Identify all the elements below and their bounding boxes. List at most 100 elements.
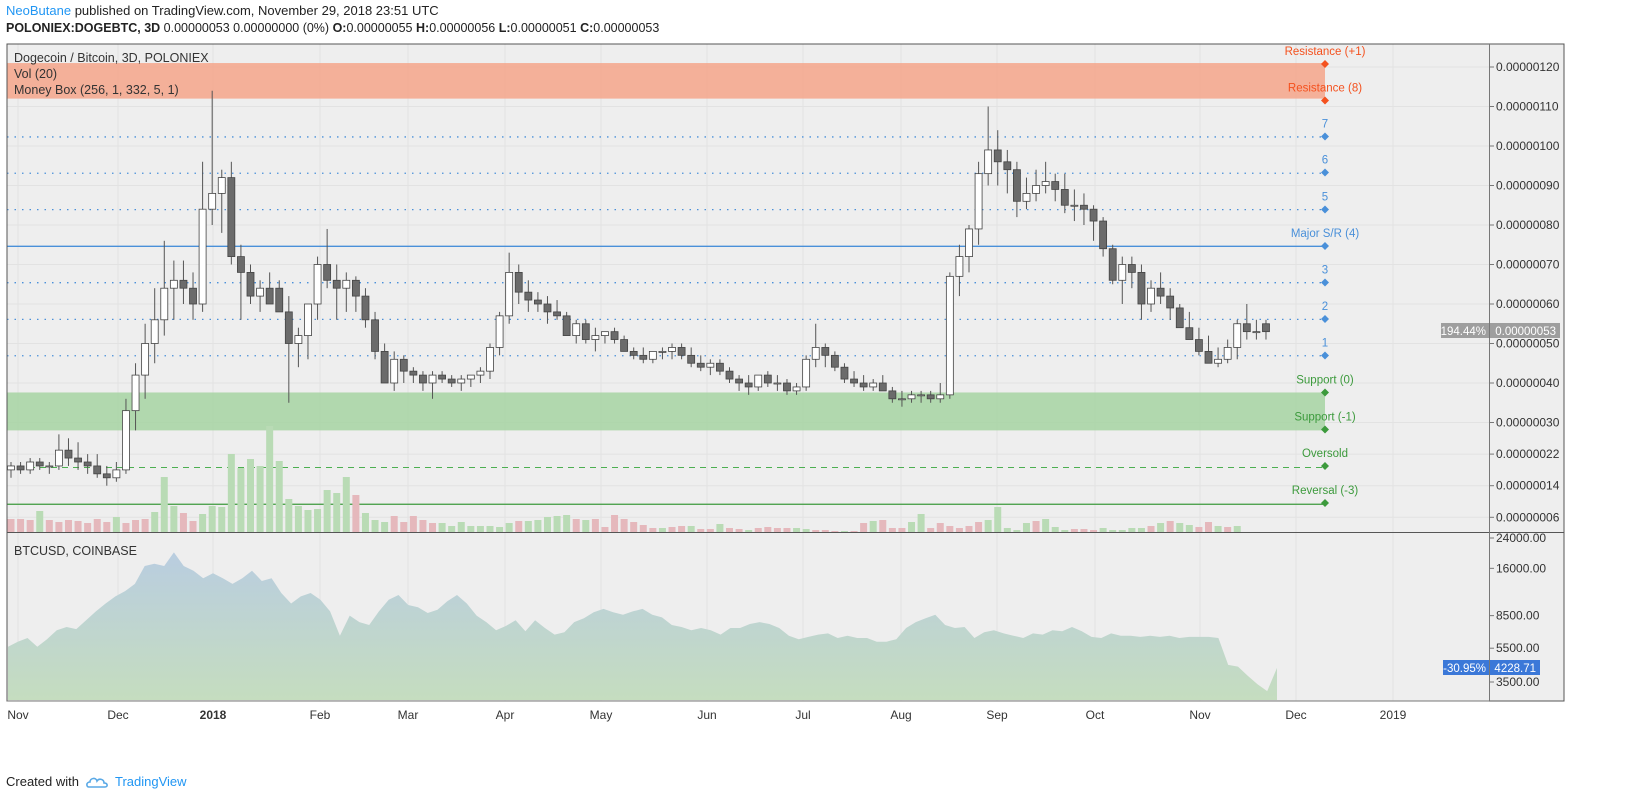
candle[interactable]: [591, 327, 600, 352]
candle[interactable]: [601, 331, 609, 344]
candle[interactable]: [399, 355, 408, 383]
candle[interactable]: [658, 347, 667, 360]
candle[interactable]: [64, 438, 73, 466]
candle[interactable]: [1262, 319, 1270, 340]
candle[interactable]: [543, 296, 552, 324]
candles[interactable]: [7, 90, 1270, 486]
candle[interactable]: [1233, 319, 1242, 360]
candle[interactable]: [1118, 256, 1127, 304]
candle[interactable]: [16, 462, 25, 474]
candle[interactable]: [1156, 272, 1165, 304]
candle[interactable]: [1041, 161, 1050, 194]
candle[interactable]: [716, 359, 724, 376]
candle[interactable]: [648, 350, 657, 364]
candle[interactable]: [93, 454, 102, 478]
candle[interactable]: [898, 390, 906, 407]
candle[interactable]: [265, 272, 274, 305]
price-axis[interactable]: 0.00000120 0.00000110 0.00000100 0.00000090…: [1489, 60, 1560, 524]
candle[interactable]: [1185, 311, 1194, 340]
candle[interactable]: [323, 228, 332, 289]
candle[interactable]: [284, 296, 293, 403]
candle[interactable]: [198, 161, 207, 312]
candle[interactable]: [1252, 319, 1261, 340]
candle[interactable]: [687, 347, 696, 368]
candle[interactable]: [677, 343, 686, 360]
candle[interactable]: [1223, 339, 1232, 364]
candle[interactable]: [629, 347, 638, 360]
candle[interactable]: [668, 343, 676, 360]
candle[interactable]: [131, 363, 140, 431]
candle[interactable]: [246, 264, 255, 305]
candle[interactable]: [792, 383, 801, 395]
candle[interactable]: [351, 276, 360, 312]
candle[interactable]: [926, 390, 935, 403]
candle[interactable]: [783, 379, 791, 395]
candle[interactable]: [55, 434, 63, 470]
candle[interactable]: [457, 375, 466, 391]
candle[interactable]: [313, 256, 322, 320]
candle[interactable]: [74, 442, 82, 470]
candle[interactable]: [361, 288, 370, 328]
candle[interactable]: [1195, 327, 1203, 356]
candle[interactable]: [150, 288, 159, 364]
candle[interactable]: [830, 351, 839, 372]
candle[interactable]: [189, 272, 197, 320]
candle[interactable]: [466, 374, 475, 387]
candle[interactable]: [1080, 193, 1088, 225]
candle[interactable]: [1108, 244, 1117, 285]
candle[interactable]: [409, 367, 418, 383]
candle[interactable]: [639, 347, 648, 364]
candle[interactable]: [1022, 177, 1031, 210]
candle[interactable]: [1127, 256, 1136, 289]
candle[interactable]: [102, 465, 111, 486]
candle[interactable]: [811, 323, 820, 368]
candle[interactable]: [380, 343, 389, 384]
candle[interactable]: [1147, 280, 1155, 312]
candle[interactable]: [965, 225, 973, 273]
candle[interactable]: [725, 367, 734, 383]
candle[interactable]: [122, 398, 130, 474]
candle[interactable]: [476, 367, 485, 383]
candle[interactable]: [534, 292, 542, 312]
candle[interactable]: [553, 300, 561, 320]
candle[interactable]: [35, 458, 44, 470]
candle[interactable]: [754, 374, 763, 391]
tradingview-link[interactable]: TradingView: [114, 774, 187, 789]
candle[interactable]: [1070, 189, 1079, 222]
candle[interactable]: [562, 311, 571, 337]
candle[interactable]: [505, 252, 514, 324]
candle[interactable]: [1166, 288, 1175, 320]
candle[interactable]: [237, 244, 245, 320]
candle[interactable]: [256, 280, 264, 312]
candle[interactable]: [428, 371, 437, 399]
candle[interactable]: [1003, 149, 1012, 194]
candle[interactable]: [1204, 335, 1213, 364]
candle[interactable]: [217, 169, 226, 233]
candle[interactable]: [907, 390, 916, 403]
candle[interactable]: [706, 359, 715, 376]
candle[interactable]: [802, 355, 811, 391]
candle[interactable]: [945, 272, 954, 399]
candle[interactable]: [984, 106, 993, 186]
candle[interactable]: [332, 264, 341, 320]
candle[interactable]: [917, 390, 925, 403]
candle[interactable]: [1099, 217, 1108, 257]
candle[interactable]: [371, 311, 379, 360]
candle[interactable]: [294, 327, 303, 368]
candle[interactable]: [524, 280, 533, 312]
candle[interactable]: [936, 383, 945, 403]
candle[interactable]: [495, 311, 504, 356]
candle[interactable]: [1137, 264, 1146, 320]
candle[interactable]: [141, 323, 150, 399]
candle[interactable]: [169, 260, 178, 320]
candle[interactable]: [447, 375, 456, 387]
candle[interactable]: [993, 130, 1002, 186]
candle[interactable]: [955, 244, 964, 297]
candle[interactable]: [572, 319, 581, 344]
candle[interactable]: [112, 462, 121, 482]
candle[interactable]: [1089, 205, 1098, 241]
candle[interactable]: [275, 280, 284, 313]
candle[interactable]: [1032, 169, 1040, 202]
candle[interactable]: [974, 161, 983, 245]
